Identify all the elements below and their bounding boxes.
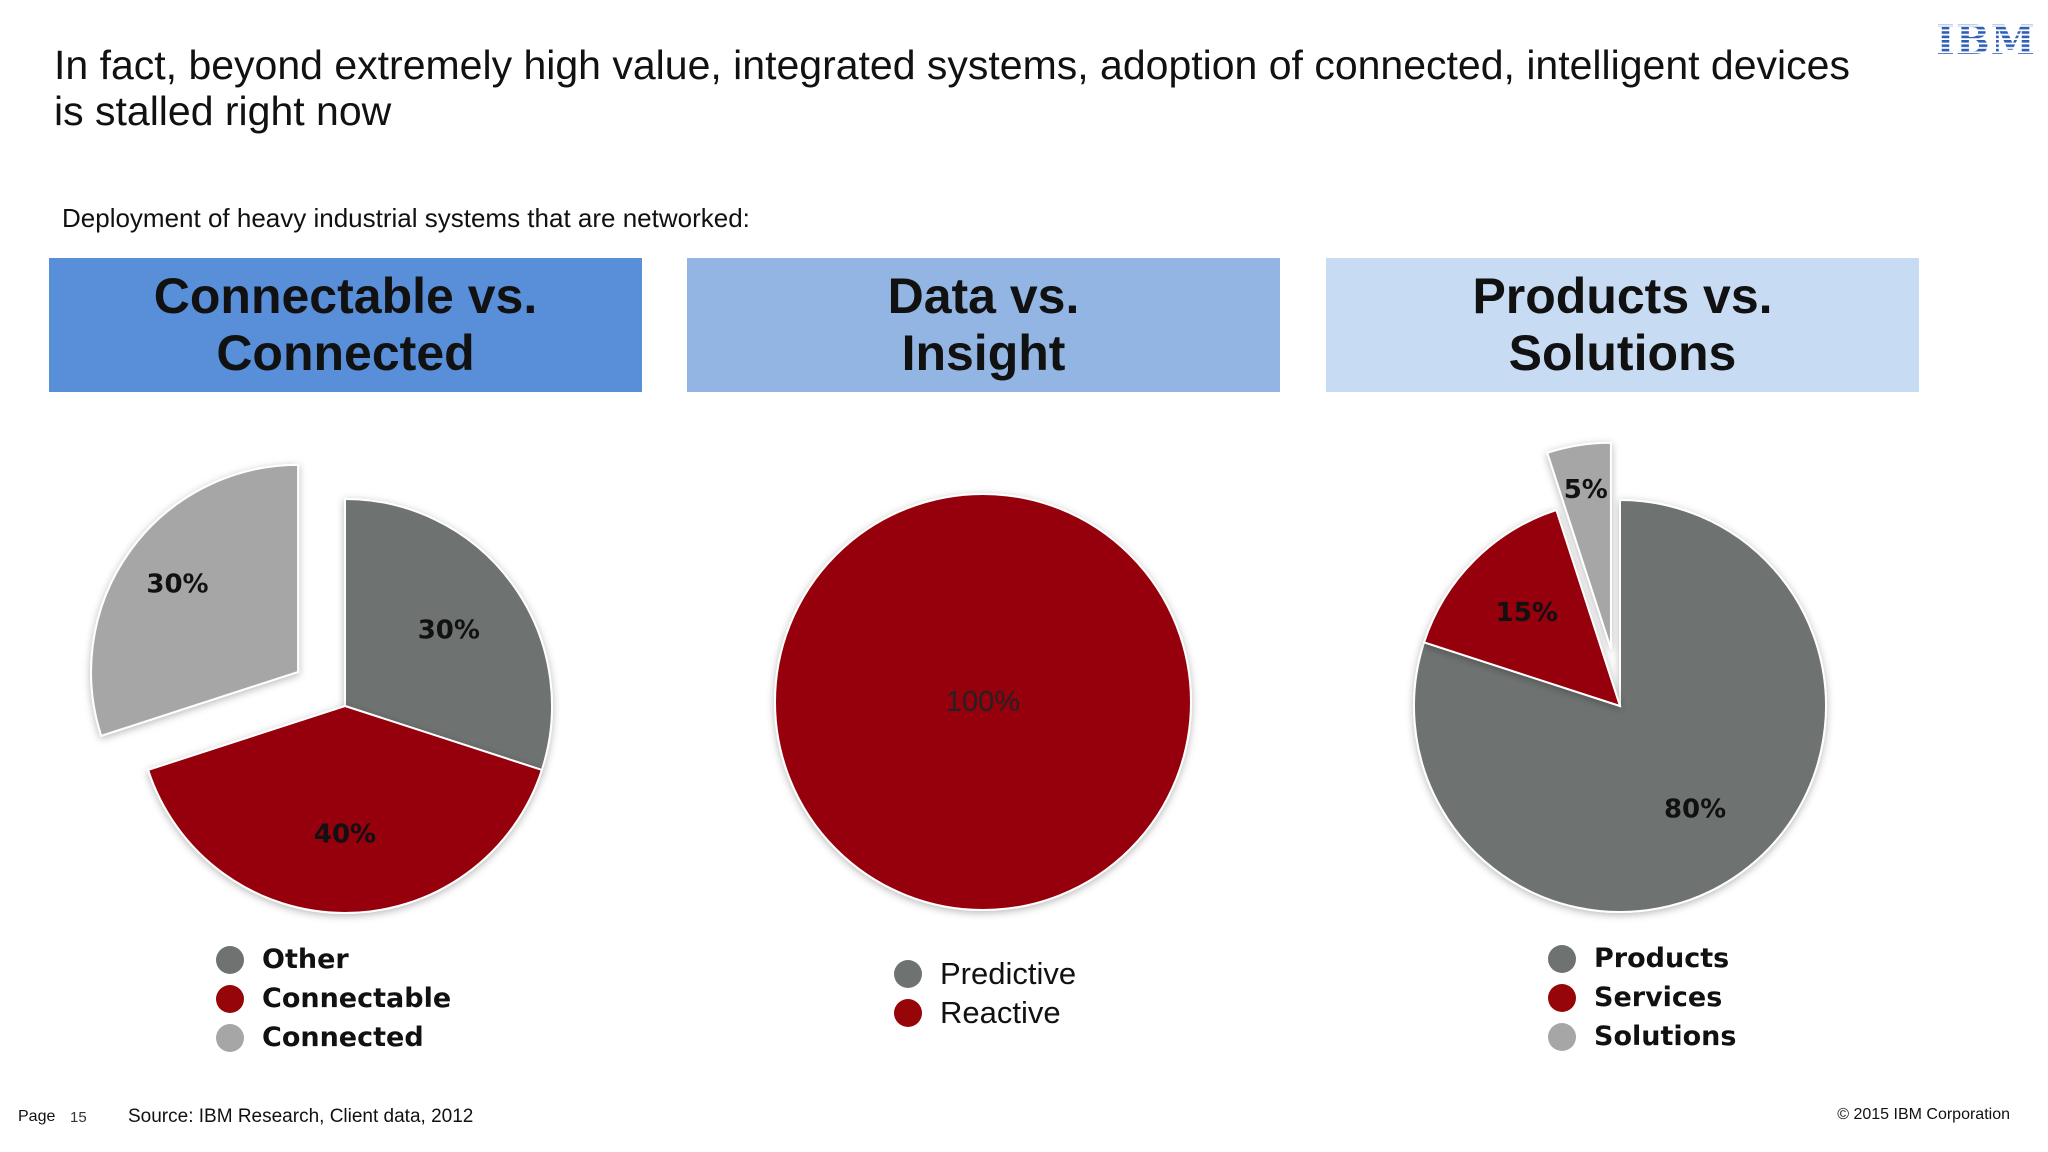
legend-label: Connected — [262, 1022, 424, 1053]
ibm-logo: IBM — [1936, 18, 2036, 58]
legend-products: Products Services Solutions — [1548, 939, 1736, 1056]
data-label-connected: 30% — [146, 569, 208, 599]
pie-chart-2: 100% — [774, 493, 1192, 911]
legend-label: Products — [1594, 943, 1730, 974]
data-label-products: 80% — [1664, 794, 1726, 824]
pie-slice-solutions — [1546, 441, 1612, 650]
legend-item-products: Products — [1548, 939, 1736, 978]
chart-subtitle: Deployment of heavy industrial systems t… — [62, 203, 750, 233]
legend-label: Other — [262, 944, 349, 975]
legend-swatch — [894, 998, 922, 1027]
legend-swatch — [216, 945, 244, 974]
panel-header-label: Connectable vs. Connected — [153, 268, 538, 381]
legend-label: Connectable — [262, 983, 452, 1014]
pie-slice-connected — [90, 463, 300, 738]
data-label-reactive: 100% — [946, 686, 1020, 718]
data-label-services: 15% — [1496, 598, 1558, 628]
legend-swatch — [216, 1023, 244, 1052]
legend-swatch — [216, 984, 244, 1013]
page-label: Page — [18, 1108, 56, 1125]
pie-slice-services — [1422, 508, 1622, 708]
pie-chart-1: 30% 40% 30% — [90, 463, 553, 915]
panel-header-label: Products vs. Solutions — [1472, 268, 1773, 381]
panel-header-label: Data vs. Insight — [887, 268, 1080, 381]
pie-slice-connectable — [146, 704, 544, 915]
panel-header-data: Data vs. Insight — [687, 258, 1280, 392]
legend-label: Services — [1594, 982, 1723, 1013]
legend-label: Reactive — [940, 994, 1061, 1030]
legend-item-connectable: Connectable — [216, 979, 451, 1018]
data-label-connectable: 40% — [314, 819, 376, 849]
copyright: © 2015 IBM Corporation — [1837, 1106, 2010, 1123]
svg-text:IBM: IBM — [1936, 18, 2036, 58]
legend-connectable: Other Connectable Connected — [216, 940, 451, 1057]
legend-item-connected: Connected — [216, 1018, 451, 1057]
legend-item-services: Services — [1548, 978, 1736, 1017]
legend-label: Solutions — [1594, 1021, 1737, 1052]
page-number: 15 — [70, 1109, 87, 1126]
slide-title: In fact, beyond extremely high value, in… — [54, 42, 1850, 134]
legend-data: Predictive Reactive — [894, 954, 1076, 1032]
data-label-other: 30% — [418, 616, 480, 646]
legend-item-predictive: Predictive — [894, 954, 1076, 993]
pie-slice-other — [344, 497, 553, 772]
panel-header-connectable: Connectable vs. Connected — [49, 258, 642, 392]
legend-item-solutions: Solutions — [1548, 1017, 1736, 1056]
legend-swatch — [1548, 983, 1576, 1012]
data-label-solutions: 5% — [1564, 475, 1608, 505]
pie-slice-reactive — [774, 493, 1192, 911]
legend-swatch — [1548, 944, 1576, 973]
legend-item-other: Other — [216, 940, 451, 979]
panel-header-products: Products vs. Solutions — [1326, 258, 1919, 392]
legend-item-reactive: Reactive — [894, 993, 1076, 1032]
pie-chart-3: 80% 15% 5% — [1413, 441, 1827, 913]
legend-swatch — [1548, 1022, 1576, 1051]
legend-swatch — [894, 959, 922, 988]
source-note: Source: IBM Research, Client data, 2012 — [128, 1106, 474, 1127]
legend-label: Predictive — [940, 955, 1077, 991]
